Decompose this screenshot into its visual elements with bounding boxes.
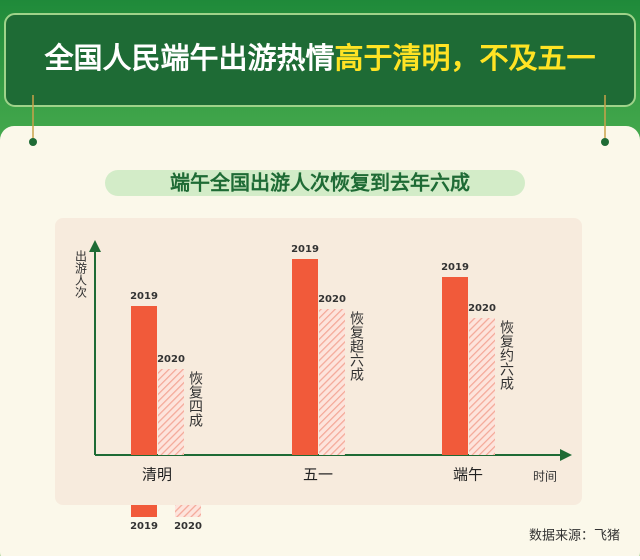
subtitle: 端午全国出游人次恢复到去年六成	[170, 171, 470, 195]
legend-label: 2019	[130, 521, 158, 532]
decor	[29, 138, 37, 146]
bar	[158, 369, 184, 455]
bar	[319, 309, 345, 455]
bar-label: 2020	[157, 354, 185, 365]
header-box	[4, 13, 636, 107]
y-axis-label: 出游人次	[74, 250, 88, 299]
axis-arrow	[89, 240, 101, 252]
bar-label: 2019	[130, 291, 158, 302]
bar-label: 2019	[291, 244, 319, 255]
annotation: 恢复四成	[187, 371, 203, 428]
bar	[469, 318, 495, 455]
title-part: 高于清明，不及五一	[335, 41, 596, 75]
x-tick-label: 端午	[453, 466, 483, 484]
subtitle-pill	[105, 170, 525, 196]
bar-label: 2020	[468, 303, 496, 314]
x-tick-label: 清明	[142, 466, 172, 484]
annotation: 恢复超六成	[348, 311, 364, 382]
bar	[442, 277, 468, 455]
bar	[292, 259, 318, 455]
decor	[601, 138, 609, 146]
title-part: 全国人民端午出游热情	[43, 41, 334, 75]
legend-swatch	[175, 505, 201, 517]
axis-arrow	[560, 449, 572, 461]
legend-swatch	[131, 505, 157, 517]
x-tick-label: 五一	[303, 466, 333, 484]
x-axis-label: 时间	[533, 470, 557, 484]
legend-label: 2020	[174, 521, 202, 532]
bar	[131, 306, 157, 455]
bar-label: 2019	[441, 262, 469, 273]
annotation: 恢复约六成	[498, 320, 514, 391]
bar-label: 2020	[318, 294, 346, 305]
source: 数据来源：飞猪	[529, 529, 620, 544]
header-title: 全国人民端午出游热情高于清明，不及五一	[43, 41, 595, 75]
